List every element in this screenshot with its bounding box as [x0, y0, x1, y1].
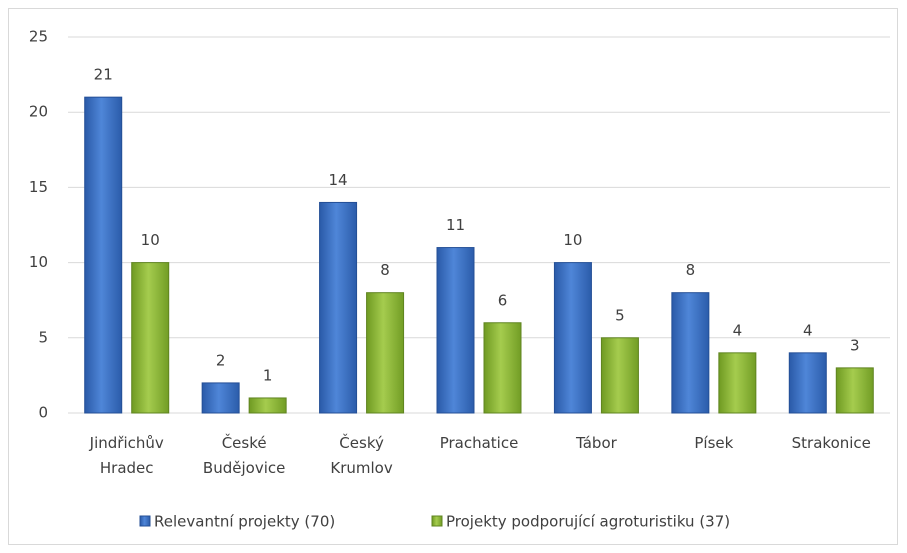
y-tick-label: 20 [29, 103, 48, 121]
data-label: 21 [94, 66, 113, 84]
bar [84, 96, 123, 414]
bar [553, 262, 592, 414]
data-label: 4 [803, 321, 813, 339]
data-label: 10 [563, 231, 582, 249]
y-tick-label: 0 [38, 404, 48, 422]
x-tick-label: Strakonice [792, 434, 871, 452]
legend-swatch [139, 515, 151, 527]
bar [835, 367, 874, 414]
x-tick-label: Tábor [575, 434, 618, 452]
y-tick-label: 5 [38, 328, 48, 346]
data-label: 2 [216, 351, 226, 369]
legend-label: Relevantní projekty (70) [154, 513, 335, 531]
bar [366, 292, 405, 414]
bar [131, 262, 170, 414]
y-tick-label: 10 [29, 253, 48, 271]
x-tick-label: Prachatice [440, 434, 519, 452]
data-label: 8 [380, 261, 390, 279]
data-label: 14 [329, 171, 348, 189]
data-label: 5 [615, 306, 625, 324]
data-label: 1 [263, 366, 273, 384]
bar [671, 292, 710, 414]
bar [201, 382, 240, 414]
bar [788, 352, 827, 414]
x-tick-label: Jindřichův Hradec [89, 434, 164, 477]
legend-swatch [431, 515, 443, 527]
data-label: 3 [850, 336, 860, 354]
legend-label: Projekty podporující agroturistiku (37) [446, 513, 730, 531]
bar [600, 337, 639, 414]
data-label: 10 [141, 231, 160, 249]
bar [436, 247, 475, 414]
x-tick-label: Písek [694, 434, 733, 452]
data-label: 4 [733, 321, 743, 339]
bar [483, 322, 522, 414]
data-label: 11 [446, 216, 465, 234]
bar [248, 397, 287, 414]
data-label: 8 [686, 261, 696, 279]
x-tick-label: Český Krumlov [330, 433, 392, 477]
y-tick-label: 25 [29, 28, 48, 46]
y-tick-label: 15 [29, 178, 48, 196]
x-tick-label: České Budějovice [203, 433, 285, 477]
data-label: 6 [498, 291, 508, 309]
bar [319, 201, 358, 414]
bar [718, 352, 757, 414]
